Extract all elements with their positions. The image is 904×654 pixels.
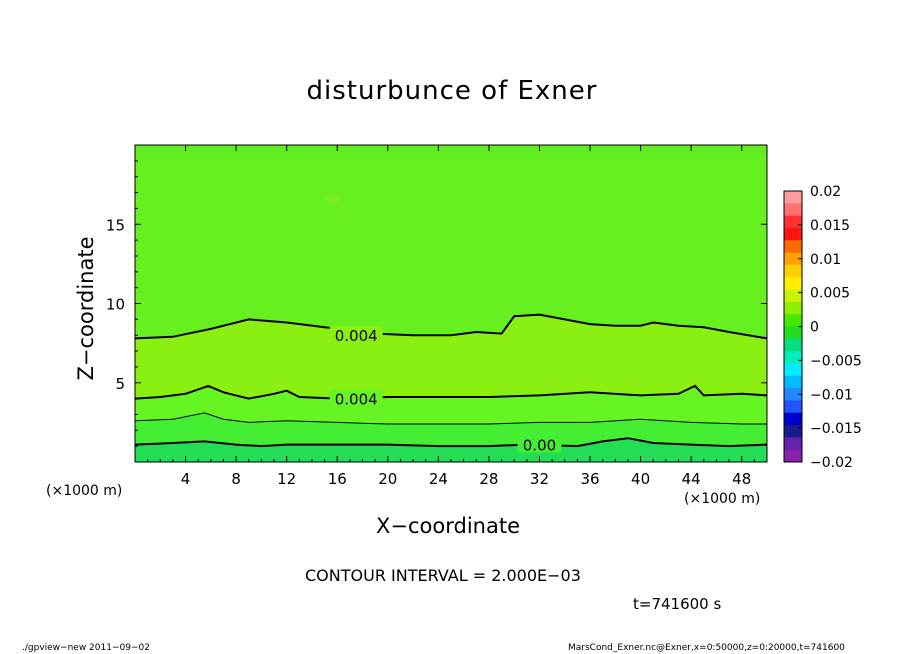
small-features bbox=[135, 145, 767, 219]
colorbar-swatch-20 bbox=[784, 437, 802, 451]
x-tick-label-0: 4 bbox=[181, 470, 191, 488]
colorbar-swatch-3 bbox=[784, 227, 802, 241]
y-axis-unit: (×1000 m) bbox=[46, 483, 123, 499]
colorbar-swatch-18 bbox=[784, 412, 802, 426]
colorbar-swatch-15 bbox=[784, 375, 802, 389]
contour-label-bg-3 bbox=[517, 435, 562, 453]
colorbar-label-3: 0.005 bbox=[810, 286, 850, 302]
footer-right: MarsCond_Exner.nc@Exner,x=0:50000,z=0:20… bbox=[568, 643, 845, 653]
colorbar-label-8: −0.02 bbox=[810, 455, 853, 471]
x-tick-label-4: 20 bbox=[378, 470, 397, 488]
y-tick-label-1: 10 bbox=[106, 296, 125, 314]
colorbar-swatch-19 bbox=[784, 425, 802, 438]
color-region-4 bbox=[135, 145, 767, 339]
contour-interval-note: CONTOUR INTERVAL = 2.000E−03 bbox=[305, 566, 581, 585]
x-tick-label-5: 24 bbox=[429, 470, 448, 488]
colorbar-swatch-7 bbox=[784, 277, 802, 291]
colorbar-label-1: 0.015 bbox=[810, 218, 850, 234]
contour-label-1: 0.004 bbox=[335, 391, 378, 409]
color-bands bbox=[135, 145, 767, 462]
contour-line-2 bbox=[134, 412, 767, 425]
colorbar-label-6: −0.01 bbox=[810, 387, 853, 403]
colorbar-swatch-2 bbox=[784, 215, 802, 229]
colorbar-swatch-9 bbox=[784, 301, 802, 315]
x-tick-label-6: 28 bbox=[479, 470, 498, 488]
colorbar-swatch-1 bbox=[784, 203, 802, 217]
colorbar-label-2: 0.01 bbox=[810, 252, 841, 268]
contour-line-1 bbox=[134, 384, 768, 400]
x-tick-label-9: 40 bbox=[631, 470, 650, 488]
colorbar-swatch-8 bbox=[784, 289, 802, 303]
x-tick-label-10: 44 bbox=[682, 470, 701, 488]
colorbar-swatch-12 bbox=[784, 338, 802, 352]
time-stamp: t=741600 s bbox=[633, 595, 722, 613]
y-axis: 5 10 15 bbox=[106, 160, 767, 447]
blob-0 bbox=[324, 194, 341, 203]
x-tick-label-1: 8 bbox=[231, 470, 241, 488]
footer-left: ./gpview−new 2011−09−02 bbox=[22, 643, 150, 653]
contour-line-0 bbox=[134, 313, 768, 340]
y-tick-label-2: 15 bbox=[106, 216, 125, 234]
contour-labels: 0.004 0.004 0.00 bbox=[329, 326, 562, 455]
colorbar-swatch-21 bbox=[784, 449, 802, 463]
color-region-3 bbox=[135, 314, 767, 399]
colorbar-label-0: 0.02 bbox=[810, 184, 841, 200]
colorbar-label-5: −0.005 bbox=[810, 353, 862, 369]
colorbar: 0.02 0.015 0.01 0.005 0 −0.005 −0.01 −0.015 −0.0… bbox=[783, 184, 862, 471]
chart-title: disturbunce of Exner bbox=[306, 76, 598, 106]
contour-lines bbox=[134, 313, 768, 448]
colorbar-swatch-11 bbox=[784, 326, 802, 340]
colorbar-swatch-6 bbox=[784, 264, 802, 278]
colorbar-swatch-13 bbox=[784, 351, 802, 364]
x-axis: 4 8 12 16 20 24 28 32 36 40 44 48 bbox=[147, 145, 755, 488]
colorbar-swatch-14 bbox=[784, 363, 802, 377]
colorbar-label-7: −0.015 bbox=[810, 421, 862, 437]
x-tick-label-2: 12 bbox=[277, 470, 296, 488]
top-shade bbox=[135, 145, 767, 157]
x-tick-label-3: 16 bbox=[328, 470, 347, 488]
color-region-2 bbox=[135, 385, 767, 424]
x-tick-label-7: 32 bbox=[530, 470, 549, 488]
colorbar-swatch-4 bbox=[784, 240, 802, 254]
colorbar-swatch-10 bbox=[784, 314, 802, 327]
contour-label-3: 0.00 bbox=[523, 437, 556, 455]
colorbar-label-4: 0 bbox=[810, 320, 819, 336]
colorbar-swatch-0 bbox=[784, 191, 802, 204]
x-tick-label-8: 36 bbox=[580, 470, 599, 488]
colorbar-swatch-16 bbox=[784, 388, 802, 401]
color-region-0 bbox=[135, 438, 767, 462]
contour-label-bg-1 bbox=[329, 389, 383, 407]
x-tick-label-11: 48 bbox=[732, 470, 751, 488]
y-axis-title-text: Z−coordinate bbox=[74, 237, 98, 381]
y-tick-label-0: 5 bbox=[115, 375, 125, 393]
contour-line-3 bbox=[134, 437, 768, 448]
contour-label-0: 0.004 bbox=[335, 327, 378, 345]
y-axis-title: Z−coordinate bbox=[74, 237, 98, 381]
x-axis-unit: (×1000 m) bbox=[684, 491, 761, 507]
colorbar-swatch-5 bbox=[784, 252, 802, 266]
colorbar-swatch-17 bbox=[784, 400, 802, 414]
blob-1 bbox=[341, 214, 346, 219]
contour-label-bg-0 bbox=[329, 326, 383, 344]
x-axis-title: X−coordinate bbox=[376, 514, 520, 538]
